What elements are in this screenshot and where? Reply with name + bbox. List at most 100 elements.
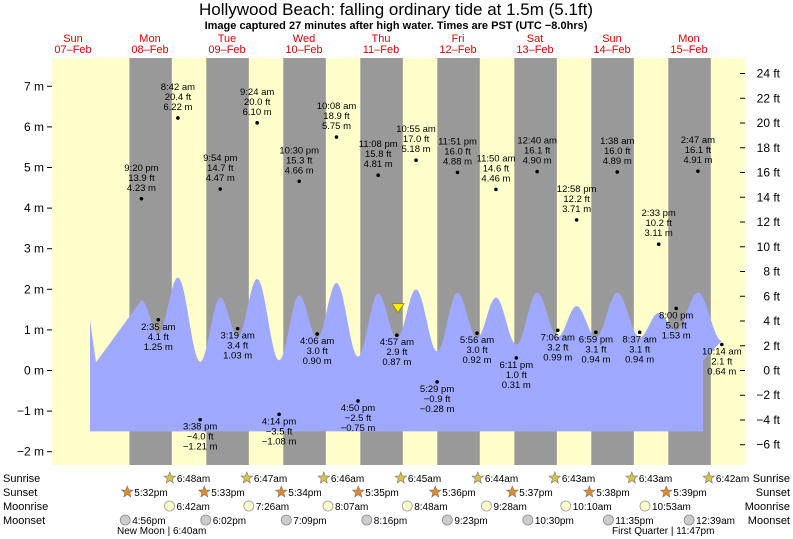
tide-point-label: 8:00 pm — [659, 310, 693, 321]
tide-point-label: −4.0 ft — [187, 432, 214, 443]
moonset-time: 11:35pm — [615, 516, 653, 527]
tide-point-label: 7:06 am — [541, 332, 575, 343]
tide-point — [455, 170, 460, 175]
sunset-star-icon — [197, 485, 211, 498]
sunset-time: 5:35pm — [365, 488, 398, 499]
moonset-time: 8:16pm — [374, 516, 407, 527]
tide-point — [637, 330, 642, 335]
sunset-star-icon — [428, 485, 442, 498]
tide-point-label: 4:06 am — [300, 336, 334, 347]
row-label-left: Moonset — [3, 515, 45, 527]
tide-point-label: 14.6 ft — [483, 163, 510, 174]
tide-point-label: 12:40 am — [517, 136, 557, 147]
sunrise-star-icon — [548, 471, 562, 484]
row-label-right: Sunrise — [753, 473, 790, 485]
moonrise-time: 9:28am — [493, 502, 526, 513]
day-header-dow: Sat — [527, 33, 544, 45]
tide-point-label: 2:47 am — [681, 135, 715, 146]
day-header-date: 11–Feb — [363, 44, 400, 56]
sunset-star-icon — [505, 485, 519, 498]
tide-point-label: 6:11 pm — [500, 360, 534, 371]
moonrise-time: 6:42am — [176, 502, 209, 513]
chart-title: Hollywood Beach: falling ordinary tide a… — [199, 0, 593, 19]
tide-point-label: 5.18 m — [402, 144, 431, 155]
tide-point-label: 2.9 ft — [386, 347, 407, 358]
tide-point-label: 3:38 pm — [183, 422, 217, 433]
left-tick-label: −2 m — [17, 445, 44, 459]
tide-point-label: 1.25 m — [144, 342, 173, 353]
tide-point-label: 4.88 m — [443, 156, 472, 167]
tide-point-label: 5:29 pm — [420, 384, 454, 395]
right-tick-label: 6 ft — [763, 289, 780, 303]
moonset-time: 12:39am — [696, 516, 735, 527]
right-tick-label: 20 ft — [757, 116, 781, 130]
tide-point-label: 6.22 m — [163, 102, 192, 113]
daylight-band — [710, 58, 746, 465]
moonrise-moon-icon — [164, 500, 175, 512]
tide-point-label: 10.2 ft — [645, 218, 672, 229]
moonset-moon-icon — [119, 514, 131, 526]
tide-point-label: 3.0 ft — [466, 345, 487, 356]
row-label-left: Sunrise — [3, 473, 40, 485]
tide-point-label: 10:30 pm — [279, 145, 319, 156]
day-header-dow: Wed — [293, 33, 315, 45]
moonset-time: 4:56pm — [132, 516, 165, 527]
right-tick-label: 12 ft — [757, 215, 781, 229]
sunrise-star-icon — [240, 471, 254, 484]
tide-point-label: 4:14 pm — [262, 416, 296, 427]
tide-point — [235, 326, 240, 331]
tide-point-label: 3.1 ft — [629, 344, 650, 355]
tide-point — [198, 417, 202, 422]
sunset-time: 5:36pm — [442, 488, 475, 499]
current-tide-marker-icon — [391, 303, 405, 314]
tide-point-label: −1.08 m — [262, 436, 297, 447]
tide-point-label: 11:08 pm — [359, 139, 398, 150]
tide-point-label: −0.9 ft — [424, 394, 451, 405]
tide-point-label: 5.75 m — [322, 121, 351, 132]
sunrise-star-icon — [163, 471, 177, 484]
sunrise-time: 6:43am — [562, 474, 595, 485]
tide-point — [475, 331, 479, 335]
left-tick-label: −1 m — [17, 404, 44, 418]
tide-point — [615, 170, 620, 174]
moonrise-moon-icon — [639, 500, 651, 512]
sunset-time: 5:37pm — [519, 488, 552, 499]
left-tick-label: 1 m — [24, 323, 44, 337]
tide-point — [435, 380, 439, 384]
sunrise-star-icon — [625, 471, 639, 484]
tide-point-label: 4.1 ft — [148, 332, 169, 343]
tide-point-label: 16.0 ft — [444, 146, 471, 157]
tide-point-label: 10:14 am — [702, 347, 742, 358]
day-header-date: 14–Feb — [593, 44, 630, 56]
tide-point-label: 4.23 m — [127, 183, 156, 194]
tide-point — [674, 306, 678, 311]
tide-point — [176, 116, 180, 120]
right-tick-label: 24 ft — [757, 67, 781, 81]
tide-point-label: 0.94 m — [625, 354, 654, 365]
day-header-date: 07–Feb — [54, 44, 91, 56]
tide-point-label: 20.0 ft — [244, 97, 271, 108]
tide-point-label: 0.90 m — [303, 356, 332, 367]
tide-point-label: 4:57 am — [380, 337, 414, 348]
tide-point-label: 4.81 m — [364, 159, 393, 170]
day-header-date: 10–Feb — [285, 44, 322, 56]
day-header-dow: Tue — [218, 33, 237, 45]
sunrise-time: 6:42am — [716, 474, 749, 485]
tide-point — [656, 242, 661, 247]
tide-point-label: 0.64 m — [707, 367, 736, 378]
tide-point-label: 9:20 pm — [124, 163, 158, 174]
moonrise-moon-icon — [560, 500, 572, 512]
tide-point-label: 2:35 am — [141, 322, 175, 333]
tide-point — [334, 135, 339, 139]
sunrise-time: 6:48am — [177, 474, 210, 485]
day-header-dow: Mon — [678, 33, 699, 45]
tide-point-label: 3.4 ft — [227, 341, 248, 352]
moonset-moon-icon — [361, 514, 373, 526]
moonrise-moon-icon — [401, 500, 413, 512]
right-tick-label: 8 ft — [763, 265, 780, 279]
moonset-time: 9:23pm — [454, 516, 487, 527]
tide-point — [720, 342, 724, 347]
tide-point-label: 16.1 ft — [685, 145, 712, 156]
tide-point-label: 4.46 m — [481, 173, 510, 184]
